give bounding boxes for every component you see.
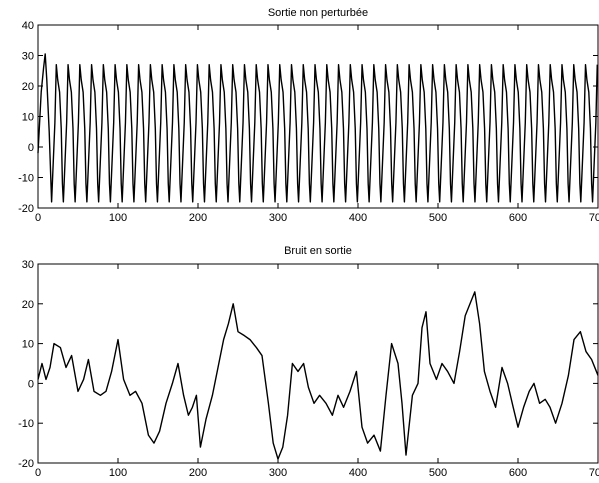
chart-bottom-series-line: [37, 291, 599, 460]
chart-top-series-line: [37, 53, 598, 203]
chart-bottom-x-tick-label: 500: [429, 467, 447, 479]
chart-top-x-tick-label: 0: [35, 212, 41, 224]
chart-top-y-tick-label: -20: [18, 203, 34, 215]
chart-top-title: Sortie non perturbée: [268, 7, 368, 19]
chart-top: Sortie non perturbée 0 100 200 300 400 500 600…: [18, 7, 599, 224]
chart-top-x-tick-label: 200: [189, 212, 207, 224]
chart-top-x-tick-label: 700: [589, 212, 599, 224]
chart-top-x-tick-label: 600: [509, 212, 527, 224]
chart-bottom-axes: [37, 263, 599, 464]
chart-bottom-x-tick-label: 400: [349, 467, 367, 479]
chart-top-y-tick-label: 20: [22, 81, 34, 93]
chart-bottom-y-tick-label: -20: [18, 458, 34, 470]
chart-bottom-tick-labels: 0 100 200 300 400 500 600 700 -20 -10 0 10 20 30: [18, 259, 599, 479]
chart-top-y-tick-label: 0: [28, 142, 34, 154]
chart-bottom: Bruit en sortie 0100200300400500600700-2…: [18, 245, 599, 479]
chart-top-x-tick-label: 100: [109, 212, 127, 224]
chart-bottom-y-tick-label: 10: [22, 339, 34, 351]
chart-bottom-x-tick-label: 700: [589, 467, 599, 479]
chart-top-x-tick-label: 400: [349, 212, 367, 224]
chart-bottom-y-tick-label: -10: [18, 418, 34, 430]
chart-bottom-y-tick-label: 0: [28, 378, 34, 390]
chart-bottom-y-tick-label: 30: [22, 259, 34, 271]
chart-top-y-tick-label: 40: [22, 20, 34, 32]
chart-bottom-y-tick-label: 20: [22, 299, 34, 311]
chart-top-x-tick-label: 300: [269, 212, 287, 224]
chart-bottom-x-tick-label: 100: [109, 467, 127, 479]
chart-bottom-x-tick-label: 300: [269, 467, 287, 479]
chart-top-x-tick-label: 500: [429, 212, 447, 224]
chart-top-tick-labels: 0 100 200 300 400 500 600 700 -20 -10 0 10 20 30 40: [18, 20, 599, 224]
chart-bottom-x-tick-label: 600: [509, 467, 527, 479]
chart-bottom-title: Bruit en sortie: [284, 245, 352, 257]
chart-top-y-tick-label: 10: [22, 112, 34, 124]
chart-bottom-ticks: [37, 263, 599, 464]
chart-top-y-tick-label: 30: [22, 51, 34, 63]
chart-top-y-tick-label: -10: [18, 173, 34, 185]
chart-bottom-x-tick-label: 0: [35, 467, 41, 479]
chart-bottom-x-tick-label: 200: [189, 467, 207, 479]
